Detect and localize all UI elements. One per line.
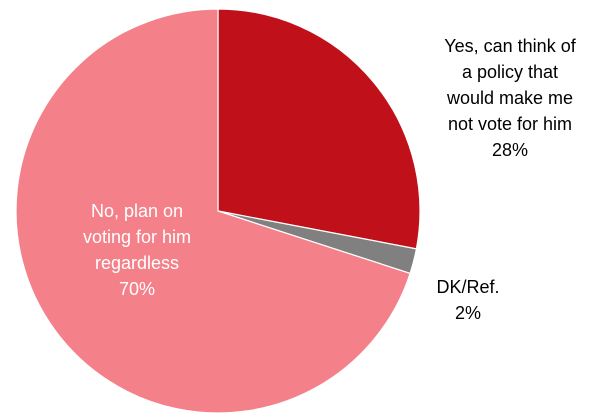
pie-slices bbox=[15, 8, 421, 414]
slice-value-label: 70% bbox=[119, 279, 155, 299]
pie-slice-label-1: Yes, can think of a policy that would make… bbox=[444, 36, 576, 160]
pie-slice-label-3: No, plan on voting for him regardless 70% bbox=[83, 201, 191, 299]
slice-value-label: 28% bbox=[492, 140, 528, 160]
slice-label-line: voting for him bbox=[83, 227, 191, 247]
slice-label-line: regardless bbox=[95, 253, 179, 273]
slice-label-line: No, plan on bbox=[91, 201, 183, 221]
slice-label-line: a policy that bbox=[462, 62, 558, 82]
pie-slice-1 bbox=[217, 8, 421, 250]
pie-labels: Yes, can think of a policy that would make… bbox=[83, 36, 577, 323]
pie-slice-3 bbox=[15, 8, 411, 414]
slice-label-line: not vote for him bbox=[448, 114, 572, 134]
slice-label-line: would make me bbox=[446, 88, 573, 108]
slice-value-label: 2% bbox=[455, 303, 481, 323]
slice-label-line: Yes, can think of bbox=[444, 36, 576, 56]
pie-slice-label-2: DK/Ref. 2% bbox=[436, 277, 499, 323]
slice-label-line: DK/Ref. bbox=[436, 277, 499, 297]
